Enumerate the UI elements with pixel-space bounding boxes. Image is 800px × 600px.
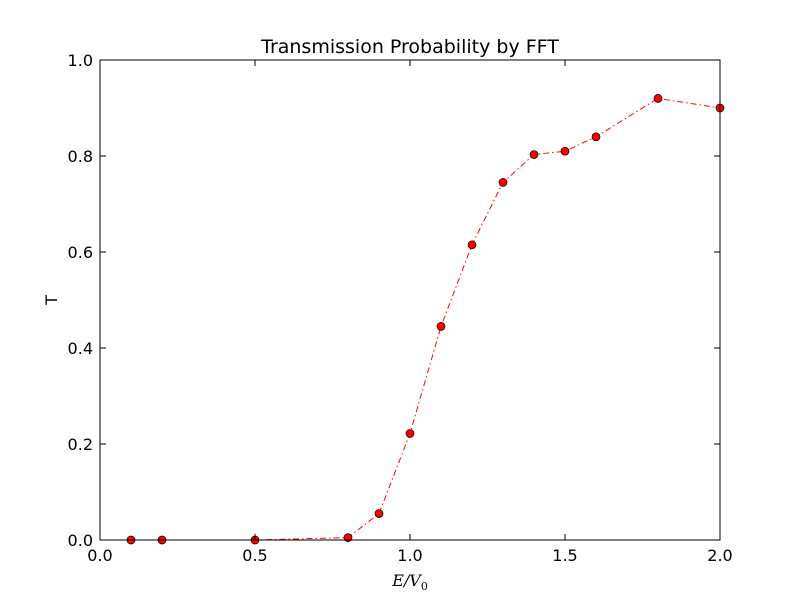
- y-tick-label: 0.0: [68, 531, 93, 550]
- y-tick-label: 1.0: [68, 51, 93, 70]
- data-point: [498, 178, 508, 187]
- data-point: [405, 429, 415, 438]
- x-tick-label: 1.0: [397, 546, 422, 565]
- data-point: [467, 240, 477, 250]
- plot-background: [100, 60, 720, 540]
- data-point: [560, 146, 570, 156]
- y-tick-label: 0.6: [68, 243, 93, 262]
- y-tick-label: 0.4: [68, 339, 93, 358]
- y-tick-label: 0.2: [68, 435, 93, 454]
- plot-area: 0.0 0.5 1.0 1.5 2.0 0.0 0.2 0.4 0.6 0.8 1.0: [68, 51, 733, 565]
- chart-title: Transmission Probability by FFT: [260, 36, 559, 58]
- data-point: [374, 509, 384, 518]
- data-point: [529, 150, 539, 159]
- data-point: [436, 322, 446, 331]
- x-tick-label: 0.5: [242, 546, 267, 565]
- x-axis-label-main: E/V: [391, 571, 422, 590]
- x-tick-label: 1.5: [552, 546, 577, 565]
- x-axis-label-subscript: 0: [421, 580, 428, 593]
- data-point: [653, 94, 663, 103]
- data-point: [591, 132, 601, 142]
- y-axis-label: T: [42, 295, 61, 306]
- x-tick-label: 2.0: [707, 546, 732, 565]
- tick-layer: 0.0 0.5 1.0 1.5 2.0 0.0 0.2 0.4 0.6 0.8 1.0: [68, 51, 733, 565]
- x-axis-label: E/V0: [391, 571, 428, 593]
- x-tick-label: 0.0: [87, 546, 112, 565]
- y-tick-label: 0.8: [68, 147, 93, 166]
